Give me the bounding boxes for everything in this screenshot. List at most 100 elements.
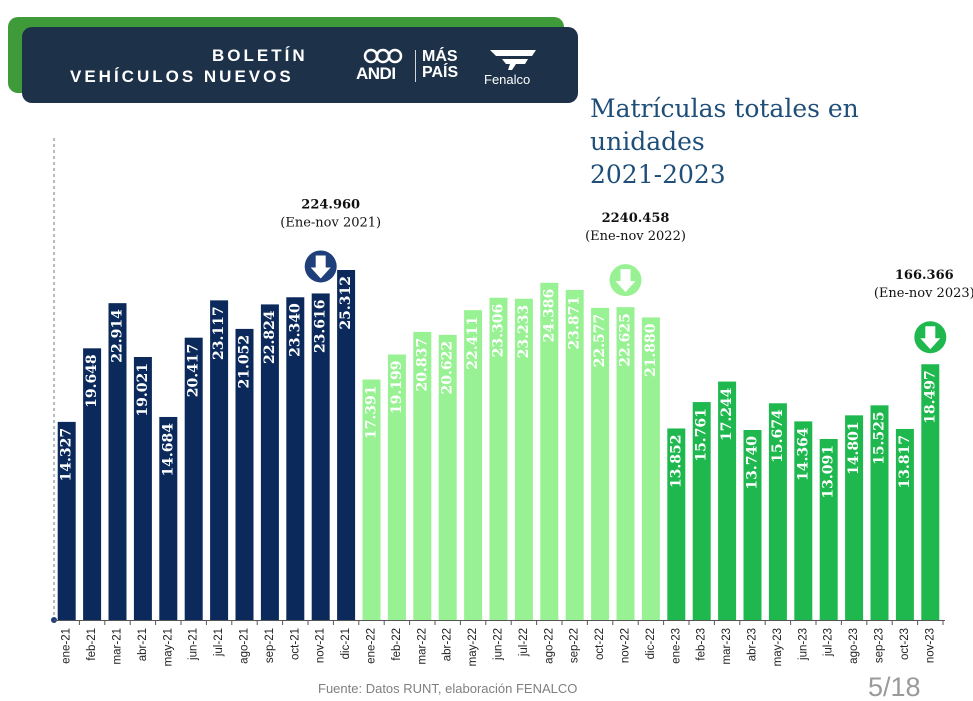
value-label-ene-21: 14.327 xyxy=(59,428,75,482)
fenalco-f-icon xyxy=(490,50,536,70)
category-label-mar-23: mar-23 xyxy=(721,628,733,664)
bar-mar-21 xyxy=(108,303,127,620)
category-label-abr-22: abr-22 xyxy=(442,628,454,661)
value-label-jul-21: 23.117 xyxy=(211,306,227,360)
bar-ene-21 xyxy=(57,421,76,620)
header-banner xyxy=(22,27,578,103)
maspais-logo-line1: MÁS xyxy=(422,48,458,65)
category-label-jun-23: jun-23 xyxy=(797,628,809,661)
value-label-ene-23: 13.852 xyxy=(668,434,684,488)
bar-nov-23 xyxy=(921,364,940,620)
bar-ago-21 xyxy=(235,328,254,620)
bar-sep-22 xyxy=(565,289,584,620)
value-label-jun-21: 20.417 xyxy=(186,344,202,398)
bar-oct-22 xyxy=(591,307,610,620)
annotation-total: 2240.458 xyxy=(602,211,670,226)
bar-jun-22 xyxy=(489,297,508,620)
category-label-nov-21: nov-21 xyxy=(315,628,327,663)
value-label-nov-23: 18.497 xyxy=(922,370,938,424)
category-label-jul-22: jul-22 xyxy=(518,628,530,657)
value-label-mar-22: 20.837 xyxy=(414,338,430,392)
category-label-feb-22: feb-22 xyxy=(391,628,403,661)
value-label-may-22: 22.411 xyxy=(465,316,481,370)
value-label-ago-23: 14.801 xyxy=(846,421,862,475)
banner-title-line2: VEHÍCULOS NUEVOS xyxy=(70,67,294,86)
value-label-sep-21: 22.824 xyxy=(262,310,278,364)
andi-logo: ANDI xyxy=(356,44,412,88)
category-label-mar-21: mar-21 xyxy=(112,628,124,664)
bar-abr-22 xyxy=(438,334,457,620)
bar-feb-22 xyxy=(387,354,406,620)
value-label-feb-22: 19.199 xyxy=(389,361,405,415)
value-label-may-21: 14.684 xyxy=(160,423,176,477)
value-label-jul-23: 13.091 xyxy=(821,445,837,499)
category-label-dic-22: dic-22 xyxy=(645,628,657,659)
annotation-period: (Ene-nov 2021) xyxy=(280,215,381,230)
category-label-oct-23: oct-23 xyxy=(899,628,911,660)
andi-logo-text: ANDI xyxy=(356,64,396,83)
category-label-ago-23: ago-23 xyxy=(848,628,860,664)
bar-jun-23 xyxy=(794,421,813,620)
fenalco-logo: Fenalco xyxy=(484,44,548,88)
category-label-oct-21: oct-21 xyxy=(289,628,301,660)
chart-title: Matrículas totales en unidades 2021-2023 xyxy=(590,92,960,191)
banner-title-line1: BOLETÍN xyxy=(212,46,308,65)
value-label-abr-21: 19.021 xyxy=(135,363,151,417)
down-arrow-icon xyxy=(304,250,337,283)
value-label-feb-21: 19.648 xyxy=(84,354,100,408)
bar-ene-23 xyxy=(667,428,686,620)
bar-dic-21 xyxy=(337,270,356,620)
category-label-jun-22: jun-22 xyxy=(493,628,505,661)
value-label-ene-22: 17.391 xyxy=(364,386,380,440)
value-label-sep-23: 15.525 xyxy=(872,411,888,465)
bar-sep-21 xyxy=(260,304,279,620)
value-label-mar-21: 22.914 xyxy=(110,309,126,363)
category-label-abr-23: abr-23 xyxy=(747,628,759,661)
category-label-ago-22: ago-22 xyxy=(543,628,555,664)
down-arrow-icon xyxy=(609,264,642,297)
bar-nov-21 xyxy=(311,293,330,620)
down-arrow-icon xyxy=(914,321,947,354)
fenalco-logo-text: Fenalco xyxy=(484,72,531,87)
value-label-mar-23: 17.244 xyxy=(719,387,735,441)
bar-jul-21 xyxy=(210,300,229,620)
annotation-period: (Ene-nov 2022) xyxy=(585,229,686,244)
bar-nov-22 xyxy=(616,307,635,620)
value-label-jul-22: 23.233 xyxy=(516,305,532,359)
bar-mar-22 xyxy=(413,331,432,620)
bar-may-21 xyxy=(159,416,178,620)
logo-divider xyxy=(415,50,416,82)
category-label-ene-22: ene-22 xyxy=(366,628,378,664)
value-label-dic-21: 25.312 xyxy=(338,276,354,330)
value-label-oct-21: 23.340 xyxy=(287,303,303,357)
bar-ago-22 xyxy=(540,282,559,620)
value-label-nov-21: 23.616 xyxy=(313,299,329,353)
category-label-feb-23: feb-23 xyxy=(696,628,708,661)
value-label-ago-22: 24.386 xyxy=(541,289,557,343)
bar-jul-23 xyxy=(819,438,838,620)
chart-title-line2: 2021-2023 xyxy=(590,160,726,189)
andi-rings-icon xyxy=(363,48,403,64)
bar-oct-23 xyxy=(895,428,914,620)
bar-jul-22 xyxy=(514,298,533,620)
category-label-ago-21: ago-21 xyxy=(239,628,251,664)
bar-abr-23 xyxy=(743,430,762,620)
value-label-feb-23: 15.761 xyxy=(694,408,710,462)
bar-ene-22 xyxy=(362,379,381,620)
page-number: 5/18 xyxy=(868,672,921,701)
bar-may-23 xyxy=(768,403,787,620)
maspais-logo-line2: PAÍS xyxy=(422,64,459,81)
category-label-jul-23: jul-23 xyxy=(823,628,835,657)
value-label-dic-22: 21.880 xyxy=(643,323,659,377)
value-label-jun-22: 23.306 xyxy=(491,304,507,358)
bar-feb-21 xyxy=(83,348,102,620)
category-label-mar-22: mar-22 xyxy=(416,628,428,664)
value-label-sep-22: 23.871 xyxy=(567,296,583,350)
category-label-oct-22: oct-22 xyxy=(594,628,606,660)
category-label-may-23: may-23 xyxy=(772,628,784,666)
category-label-dic-21: dic-21 xyxy=(340,628,352,659)
bar-may-22 xyxy=(464,310,483,620)
category-label-may-21: may-21 xyxy=(162,628,174,666)
bar-feb-23 xyxy=(692,402,711,620)
